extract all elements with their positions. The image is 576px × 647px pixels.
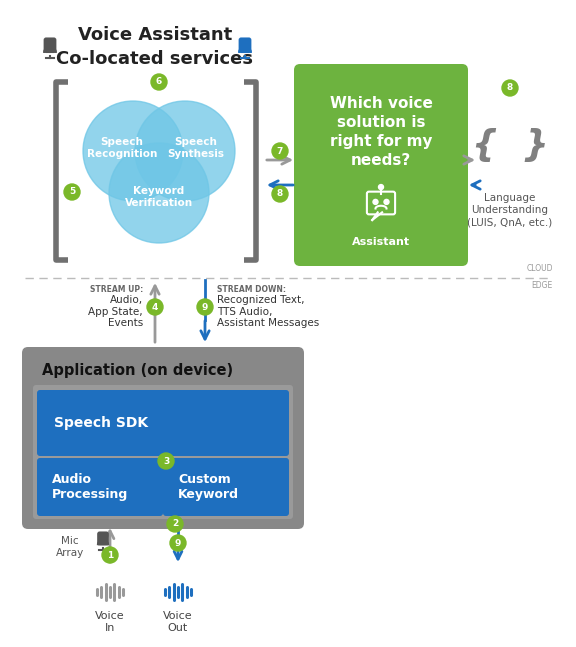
FancyBboxPatch shape <box>294 64 468 266</box>
FancyBboxPatch shape <box>37 458 163 516</box>
Circle shape <box>64 184 80 200</box>
Circle shape <box>83 101 183 201</box>
Text: STREAM DOWN:: STREAM DOWN: <box>217 285 286 294</box>
Text: Assistant: Assistant <box>352 237 410 247</box>
Circle shape <box>502 80 518 96</box>
FancyBboxPatch shape <box>22 347 304 529</box>
Circle shape <box>272 143 288 159</box>
Circle shape <box>272 186 288 202</box>
FancyBboxPatch shape <box>45 39 55 52</box>
Text: Speech SDK: Speech SDK <box>54 416 148 430</box>
Circle shape <box>384 199 389 204</box>
Text: Audio,
App State,
Events: Audio, App State, Events <box>88 295 143 328</box>
Circle shape <box>373 199 378 204</box>
Text: 3: 3 <box>163 457 169 465</box>
Circle shape <box>158 453 174 469</box>
Text: EDGE: EDGE <box>532 281 553 290</box>
Text: Voice
In: Voice In <box>95 611 125 633</box>
Text: 4: 4 <box>152 303 158 311</box>
Text: 9: 9 <box>175 538 181 547</box>
Text: 2: 2 <box>172 520 178 529</box>
Text: 1: 1 <box>107 551 113 560</box>
Text: Audio
Processing: Audio Processing <box>52 473 128 501</box>
Circle shape <box>109 143 209 243</box>
Text: STREAM UP:: STREAM UP: <box>90 285 143 294</box>
Text: Custom
Keyword: Custom Keyword <box>178 473 239 501</box>
Text: 9: 9 <box>202 303 208 311</box>
FancyBboxPatch shape <box>240 39 251 52</box>
Text: 6: 6 <box>156 78 162 87</box>
Text: Mic
Array: Mic Array <box>56 536 84 558</box>
Text: Language
Understanding
(LUIS, QnA, etc.): Language Understanding (LUIS, QnA, etc.) <box>467 193 552 228</box>
Circle shape <box>102 547 118 563</box>
Circle shape <box>147 299 163 315</box>
Circle shape <box>151 74 167 90</box>
FancyBboxPatch shape <box>33 385 293 519</box>
Text: Voice Assistant
Co-located services: Voice Assistant Co-located services <box>56 26 253 68</box>
Text: Which voice
solution is
right for my
needs?: Which voice solution is right for my nee… <box>329 96 433 168</box>
Text: {  }: { } <box>472 128 548 162</box>
FancyBboxPatch shape <box>98 532 108 545</box>
Circle shape <box>170 535 186 551</box>
Text: Application (on device): Application (on device) <box>42 363 233 378</box>
Text: Voice
Out: Voice Out <box>163 611 193 633</box>
Circle shape <box>167 516 183 532</box>
Circle shape <box>197 299 213 315</box>
Circle shape <box>378 184 384 190</box>
FancyBboxPatch shape <box>163 458 289 516</box>
FancyBboxPatch shape <box>37 390 289 456</box>
Text: 8: 8 <box>507 83 513 93</box>
Text: Speech
Recognition: Speech Recognition <box>87 137 157 159</box>
Text: Keyword
Verification: Keyword Verification <box>125 186 193 208</box>
Text: 7: 7 <box>277 146 283 155</box>
Text: CLOUD: CLOUD <box>526 264 553 273</box>
Circle shape <box>135 101 235 201</box>
Text: 5: 5 <box>69 188 75 197</box>
Text: Recognized Text,
TTS Audio,
Assistant Messages: Recognized Text, TTS Audio, Assistant Me… <box>217 295 319 328</box>
Text: Speech
Synthesis: Speech Synthesis <box>168 137 225 159</box>
Text: 8: 8 <box>277 190 283 199</box>
